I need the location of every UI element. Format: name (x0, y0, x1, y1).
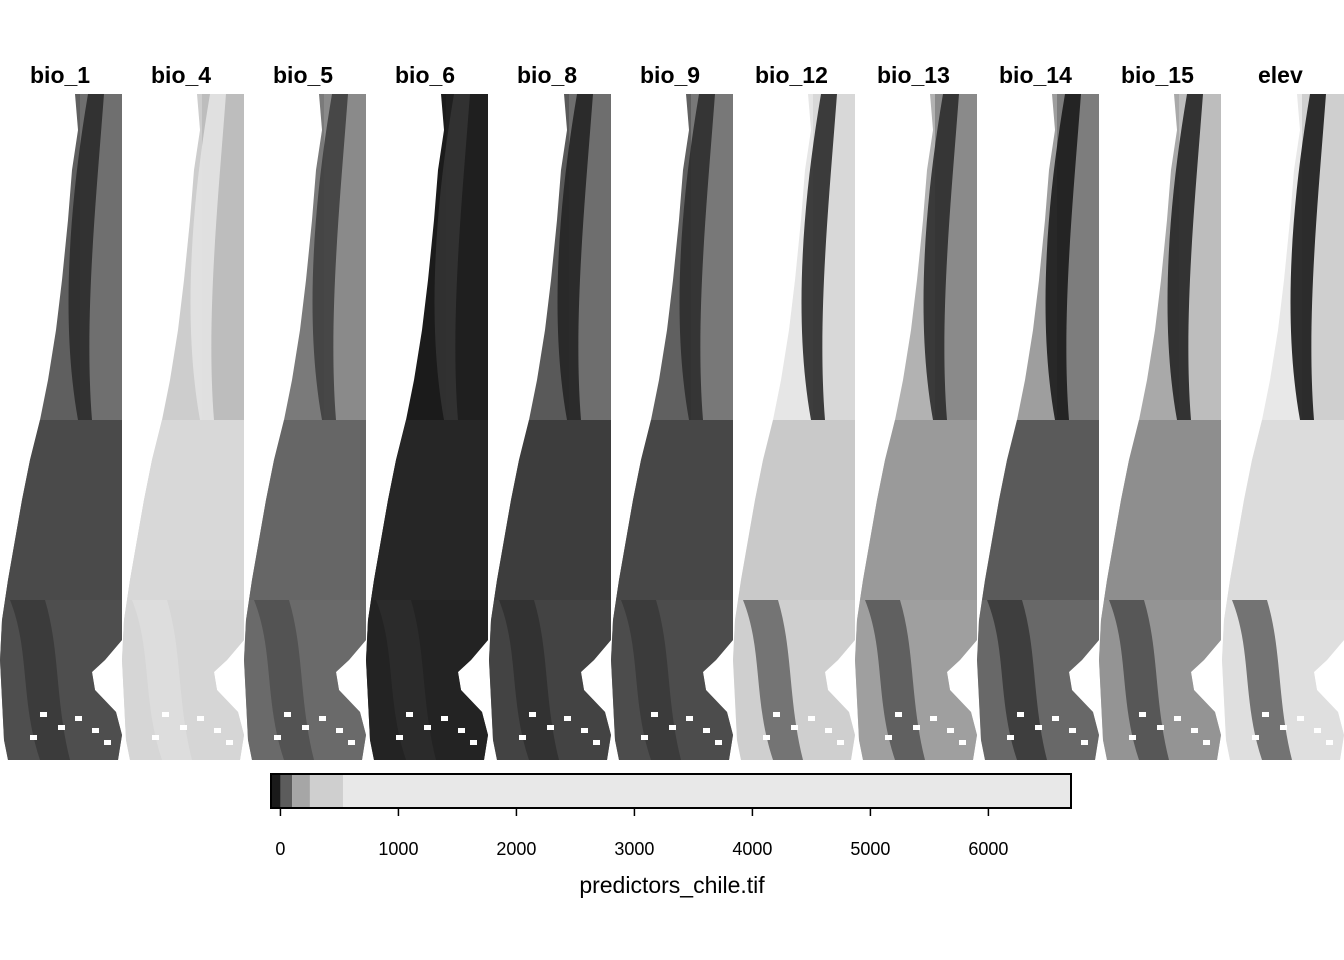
fjord-speck (1262, 712, 1269, 717)
fjord-speck (715, 740, 722, 745)
fjord-speck (529, 712, 536, 717)
fjord-speck (885, 735, 892, 740)
fjord-speck (1139, 712, 1146, 717)
fjord-speck (669, 725, 676, 730)
fjord-speck (406, 712, 413, 717)
map-panel-bio-13 (855, 94, 977, 760)
fjord-speck (302, 725, 309, 730)
panel-title-bio-5: bio_5 (273, 62, 334, 88)
fjord-speck (1326, 740, 1333, 745)
fjord-speck (1157, 725, 1164, 730)
fjord-speck (319, 716, 326, 721)
map-panel-bio-5 (244, 94, 366, 760)
fjord-speck (895, 712, 902, 717)
fjord-speck (1052, 716, 1059, 721)
fjord-speck (1069, 728, 1076, 733)
fjord-speck (547, 725, 554, 730)
fjord-speck (1081, 740, 1088, 745)
fjord-speck (703, 728, 710, 733)
panel-title-bio-8: bio_8 (517, 62, 578, 88)
fjord-speck (1314, 728, 1321, 733)
fjord-speck (396, 735, 403, 740)
panel-title-bio-1: bio_1 (30, 62, 91, 88)
map-panel-bio-8 (489, 94, 611, 760)
fjord-speck (1035, 725, 1042, 730)
fjord-speck (214, 728, 221, 733)
fjord-speck (441, 716, 448, 721)
fjord-speck (162, 712, 169, 717)
map-panel-elev (1222, 94, 1344, 760)
fjord-speck (424, 725, 431, 730)
fjord-speck (808, 716, 815, 721)
fjord-speck (104, 740, 111, 745)
fjord-speck (564, 716, 571, 721)
fjord-speck (30, 735, 37, 740)
fjord-speck (773, 712, 780, 717)
panel-title-elev: elev (1258, 62, 1303, 88)
fjord-speck (58, 725, 65, 730)
fjord-speck (1129, 735, 1136, 740)
map-panel-bio-1 (0, 94, 122, 760)
panel-title-bio-6: bio_6 (395, 62, 456, 88)
fjord-speck (1203, 740, 1210, 745)
fjord-speck (837, 740, 844, 745)
fjord-speck (1017, 712, 1024, 717)
fjord-speck (947, 728, 954, 733)
fjord-speck (336, 728, 343, 733)
panel-title-bio-9: bio_9 (640, 62, 701, 88)
fjord-speck (930, 716, 937, 721)
panel-title-bio-4: bio_4 (151, 62, 212, 88)
fjord-speck (1007, 735, 1014, 740)
fjord-speck (92, 728, 99, 733)
fjord-speck (519, 735, 526, 740)
fjord-speck (581, 728, 588, 733)
panel-title-bio-12: bio_12 (755, 62, 828, 88)
fjord-speck (1252, 735, 1259, 740)
map-panel-bio-12 (733, 94, 855, 760)
fjord-speck (152, 735, 159, 740)
fjord-speck (959, 740, 966, 745)
fjord-speck (1174, 716, 1181, 721)
map-panel-bio-6 (366, 94, 488, 760)
fjord-speck (470, 740, 477, 745)
fjord-speck (75, 716, 82, 721)
fjord-speck (226, 740, 233, 745)
panel-title-bio-15: bio_15 (1121, 62, 1194, 88)
map-panel-bio-4 (122, 94, 244, 760)
fjord-speck (651, 712, 658, 717)
map-panel-bio-14 (977, 94, 1099, 760)
fjord-speck (913, 725, 920, 730)
fjord-speck (274, 735, 281, 740)
fjord-speck (763, 735, 770, 740)
fjord-speck (197, 716, 204, 721)
fjord-speck (180, 725, 187, 730)
fjord-speck (641, 735, 648, 740)
fjord-speck (1297, 716, 1304, 721)
fjord-speck (686, 716, 693, 721)
fjord-speck (348, 740, 355, 745)
panel-title-bio-13: bio_13 (877, 62, 950, 88)
fjord-speck (1280, 725, 1287, 730)
fjord-speck (458, 728, 465, 733)
fjord-speck (284, 712, 291, 717)
fjord-speck (40, 712, 47, 717)
fjord-speck (593, 740, 600, 745)
fjord-speck (825, 728, 832, 733)
panel-title-bio-14: bio_14 (999, 62, 1072, 88)
map-panel-bio-15 (1099, 94, 1221, 760)
fjord-speck (1191, 728, 1198, 733)
map-panel-bio-9 (611, 94, 733, 760)
fjord-speck (791, 725, 798, 730)
legend-title: predictors_chile.tif (579, 872, 765, 898)
